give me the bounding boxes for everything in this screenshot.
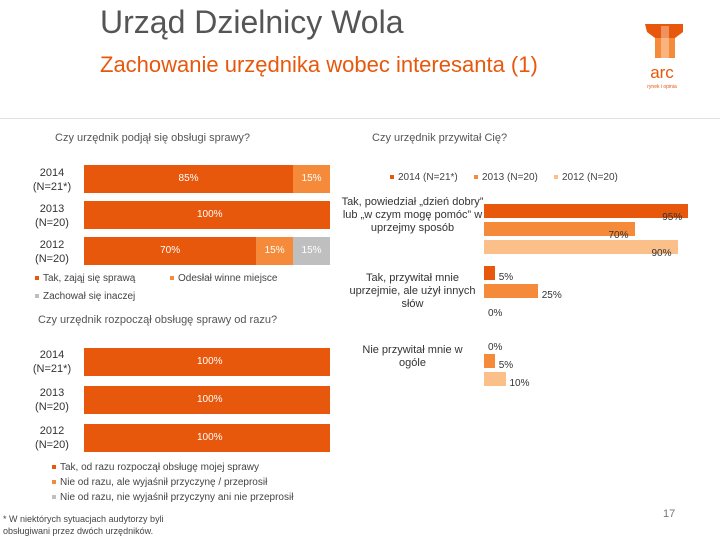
chart2-legend-item: Nie od razu, nie wyjaśnił przyczyny ani …: [52, 492, 293, 503]
chart1-row-label: 2013 (N=20): [35, 203, 69, 229]
bar-value-label: 100%: [197, 432, 223, 443]
chart1-title: Czy urzędnik podjął się obsługi sprawy?: [55, 132, 251, 144]
bar-value-label: 85%: [178, 173, 199, 184]
page-title: Urząd Dzielnicy Wola: [100, 4, 404, 40]
bar-value-label: 90%: [651, 248, 672, 259]
bar: [484, 372, 506, 386]
bar: [484, 354, 495, 368]
bar-value-label: 0%: [488, 308, 503, 319]
bar-value-label: 25%: [541, 290, 562, 301]
chart1-legend-item: Tak, zająį się sprawą: [35, 273, 135, 284]
chart3-legend-item: 2013 (N=20): [474, 172, 538, 183]
bar-value-label: 95%: [662, 212, 683, 223]
chart2-legend-item: Nie od razu, ale wyjaśnił przyczynę / pr…: [52, 477, 267, 488]
bar: [484, 240, 678, 254]
bar-segment: 100%: [84, 424, 330, 452]
chart3-legend-item: 2012 (N=20): [554, 172, 618, 183]
bar-value-label: 5%: [498, 272, 514, 283]
legend-swatch-icon: [390, 175, 394, 180]
chart1-legend-item: Zachował się inaczej: [35, 291, 135, 302]
chart3-title: Czy urzędnik przywitał Cię?: [372, 132, 508, 144]
legend-swatch-icon: [52, 465, 56, 470]
chart2-title: Czy urzędnik rozpoczął obsługę sprawy od…: [38, 314, 278, 326]
bar-value-label: 100%: [197, 356, 223, 367]
legend-swatch-icon: [35, 294, 39, 299]
chart1-bars: 85% 15% 100% 70% 15% 15%: [84, 0, 330, 540]
bar-value-label: 10%: [509, 378, 530, 389]
legend-swatch-icon: [52, 495, 56, 500]
chart3-category-label: Tak, powiedział „dzień dobry” lub „w czy…: [341, 196, 484, 234]
bar-value-label: 15%: [301, 173, 322, 184]
bar-value-label: 15%: [301, 245, 322, 256]
bar-segment: 15%: [293, 165, 330, 193]
legend-swatch-icon: [170, 276, 174, 281]
chart1-row-label: 2012 (N=20): [35, 239, 69, 265]
chart2-row-label: 2012 (N=20): [35, 425, 69, 451]
bar-segment: 15%: [293, 237, 330, 265]
legend-swatch-icon: [474, 175, 478, 180]
legend-swatch-icon: [35, 276, 39, 281]
chart3-legend-item: 2014 (N=21*): [390, 172, 458, 183]
bar: [484, 204, 689, 218]
bar-value-label: 70%: [160, 245, 181, 256]
chart1-row-label: 2014 (N=21*): [32, 167, 72, 193]
chart2-row-label: 2014 (N=21*): [32, 349, 72, 375]
chart2-row-label: 2013 (N=20): [35, 387, 69, 413]
chart3-category-label: Tak, przywitał mnie uprzejmie, ale użył …: [349, 272, 476, 310]
bar: [484, 266, 495, 280]
header-divider: [0, 118, 720, 119]
chart3-bars: 95% 70% 90% 5% 25% 0% 0% 5% 10%: [484, 0, 720, 540]
bar-value-label: 5%: [498, 360, 514, 371]
bar-segment: 85%: [84, 165, 294, 193]
bar: [484, 222, 635, 236]
bar-segment: 15%: [256, 237, 294, 265]
footnote: * W niektórych sytuacjach audytorzy byli…: [3, 514, 164, 536]
bar-value-label: 0%: [488, 342, 503, 353]
chart1-legend-item: Odesłał winne miejsce: [170, 273, 278, 284]
logo-text: arc: [650, 63, 674, 82]
bar-value-label: 70%: [608, 230, 629, 241]
bar-value-label: 15%: [264, 245, 285, 256]
bar-value-label: 100%: [197, 209, 223, 220]
bar-segment: 100%: [84, 201, 330, 229]
bar-segment: 100%: [84, 348, 330, 376]
bar: [484, 284, 538, 298]
bar-segment: 100%: [84, 386, 330, 414]
page-subtitle: Zachowanie urzędnika wobec interesanta (…: [100, 52, 538, 77]
chart3-category-label: Nie przywitał mnie w ogóle: [362, 344, 463, 369]
arc-logo: arc rynek i opinia: [625, 22, 700, 92]
page-number: 17: [663, 508, 676, 520]
bar-segment: 70%: [84, 237, 257, 265]
chart2-bars: 100% 100% 100%: [84, 0, 330, 540]
legend-swatch-icon: [52, 480, 56, 485]
bar-value-label: 100%: [197, 394, 223, 405]
chart2-legend-item: Tak, od razu rozpoczął obsługę mojej spr…: [52, 462, 259, 473]
logo-subtext: rynek i opinia: [647, 84, 677, 90]
legend-swatch-icon: [554, 175, 558, 180]
